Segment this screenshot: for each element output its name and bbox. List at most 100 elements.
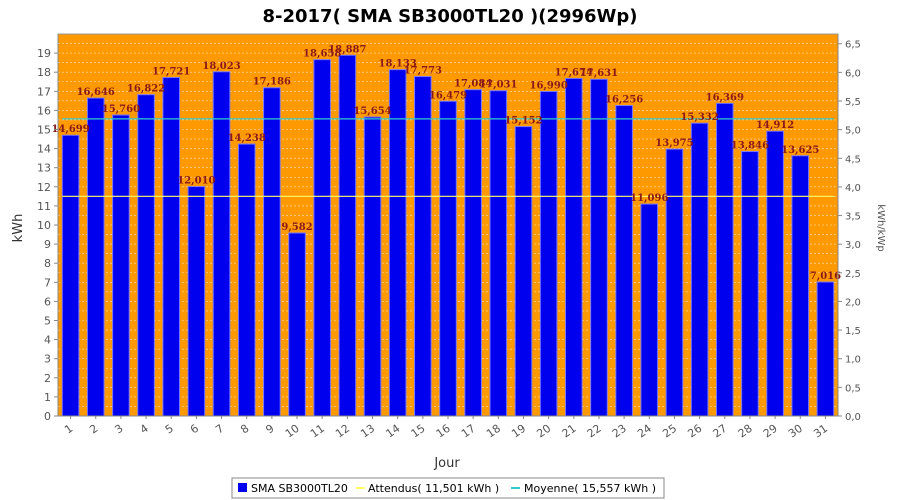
data-label: 16,369	[706, 92, 744, 103]
legend-swatch-bar	[238, 483, 247, 492]
x-tick-label: 19	[509, 422, 528, 441]
x-tick-label: 17	[459, 422, 478, 441]
data-label: 15,760	[102, 104, 140, 115]
x-tick-label: 2	[87, 422, 100, 437]
x-tick-label: 1	[62, 422, 75, 437]
x-axis-label: Jour	[433, 456, 460, 471]
data-label: 16,822	[127, 84, 165, 95]
data-label: 18,887	[328, 44, 366, 55]
x-tick-label: 14	[383, 422, 402, 441]
y2-tick-label: 2,0	[845, 297, 861, 308]
x-tick-label: 15	[409, 422, 428, 441]
bar	[187, 186, 206, 417]
bar	[388, 69, 407, 417]
bar	[439, 100, 457, 417]
x-tick-label: 30	[786, 422, 805, 441]
y2-tick-label: 6,5	[845, 40, 861, 51]
x-tick-label: 25	[660, 422, 679, 441]
x-tick-label: 26	[685, 422, 704, 441]
data-label: 12,010	[177, 176, 215, 187]
data-label: 18,133	[379, 59, 417, 70]
y2-tick-label: 0,5	[845, 383, 861, 394]
data-label: 13,846	[731, 141, 769, 152]
x-tick-label: 20	[534, 422, 553, 441]
x-tick-label: 4	[138, 422, 151, 437]
y2-axis: 0,0 0,5 1,0 1,5 2,0 2,5 3,0 3,5 4,0 4,5 5,0 5,5 6,0 6…	[837, 34, 861, 423]
bar	[288, 232, 306, 417]
data-label: 7,016	[810, 271, 841, 282]
data-label: 16,256	[605, 95, 643, 106]
y-tick-label: 7	[44, 276, 51, 289]
x-tick-label: 6	[188, 422, 201, 437]
x-tick-label: 31	[811, 422, 830, 441]
data-label: 17,186	[253, 77, 291, 88]
x-axis: 1 2 3 4 5 6 7 8 9 10 11 12 13 14 15 16 17 18 19 20 21 22 23 24 2…	[58, 415, 838, 441]
data-label: 14,699	[51, 124, 89, 135]
data-label: 17,631	[580, 68, 618, 79]
data-label: 15,152	[504, 116, 542, 127]
bars	[61, 54, 835, 417]
data-label: 18,023	[202, 61, 240, 72]
bar	[212, 71, 231, 417]
y2-tick-label: 3,0	[845, 240, 861, 251]
y-tick-label: 18	[37, 66, 51, 79]
y2-tick-label: 5,0	[845, 126, 861, 137]
x-tick-label: 18	[484, 422, 503, 441]
bar	[137, 94, 155, 417]
y-tick-label: 3	[44, 353, 51, 366]
bar	[590, 78, 608, 417]
bar	[162, 77, 181, 417]
bar	[112, 114, 130, 417]
x-tick-label: 22	[585, 422, 604, 441]
bar	[313, 59, 331, 417]
bar	[640, 203, 659, 417]
x-tick-label: 3	[112, 422, 125, 437]
y-tick-label: 19	[37, 47, 51, 60]
y-tick-label: 9	[44, 238, 51, 251]
data-label: 11,096	[630, 193, 668, 204]
x-tick-label: 29	[761, 422, 780, 441]
data-label: 15,332	[680, 112, 718, 123]
y2-tick-label: 2,5	[845, 269, 861, 280]
y2-tick-label: 5,5	[845, 97, 861, 108]
bar	[263, 87, 281, 417]
bar	[615, 105, 633, 417]
x-tick-label: 9	[263, 422, 276, 437]
bar	[665, 148, 684, 417]
bar	[86, 97, 105, 417]
data-label: 13,975	[655, 138, 693, 149]
x-tick-label: 27	[711, 422, 730, 441]
bar	[514, 126, 533, 417]
y-tick-label: 10	[37, 219, 51, 232]
bar	[414, 76, 432, 417]
legend-entry-expected: Attendus( 11,501 kWh )	[368, 482, 499, 495]
data-label: 17,773	[404, 66, 442, 77]
data-label: 15,654	[353, 106, 391, 117]
x-tick-label: 7	[213, 422, 226, 437]
x-tick-label: 10	[283, 422, 302, 441]
y-tick-label: 0	[44, 410, 51, 423]
x-tick-label: 5	[163, 422, 176, 437]
y-tick-label: 1	[44, 391, 51, 404]
x-tick-label: 23	[610, 422, 629, 441]
data-label: 17,674	[555, 67, 593, 78]
x-tick-label: 13	[358, 422, 377, 441]
chart-title: 8-2017( SMA SB3000TL20 )(2996Wp)	[262, 6, 637, 27]
y2-tick-label: 4,0	[845, 183, 861, 194]
bar	[61, 134, 80, 417]
y-tick-label: 13	[37, 162, 51, 175]
data-label: 16,646	[77, 87, 115, 98]
x-tick-label: 11	[308, 422, 327, 441]
data-label: 14,912	[756, 120, 794, 131]
data-label: 17,031	[479, 80, 517, 91]
x-tick-label: 12	[333, 422, 352, 441]
x-tick-label: 16	[434, 422, 453, 441]
data-label: 17,721	[152, 67, 190, 78]
y-tick-label: 5	[44, 315, 51, 328]
y-tick-label: 4	[44, 334, 51, 347]
bar	[766, 130, 784, 417]
y-tick-label: 14	[37, 143, 51, 156]
y-tick-label: 8	[44, 257, 51, 270]
